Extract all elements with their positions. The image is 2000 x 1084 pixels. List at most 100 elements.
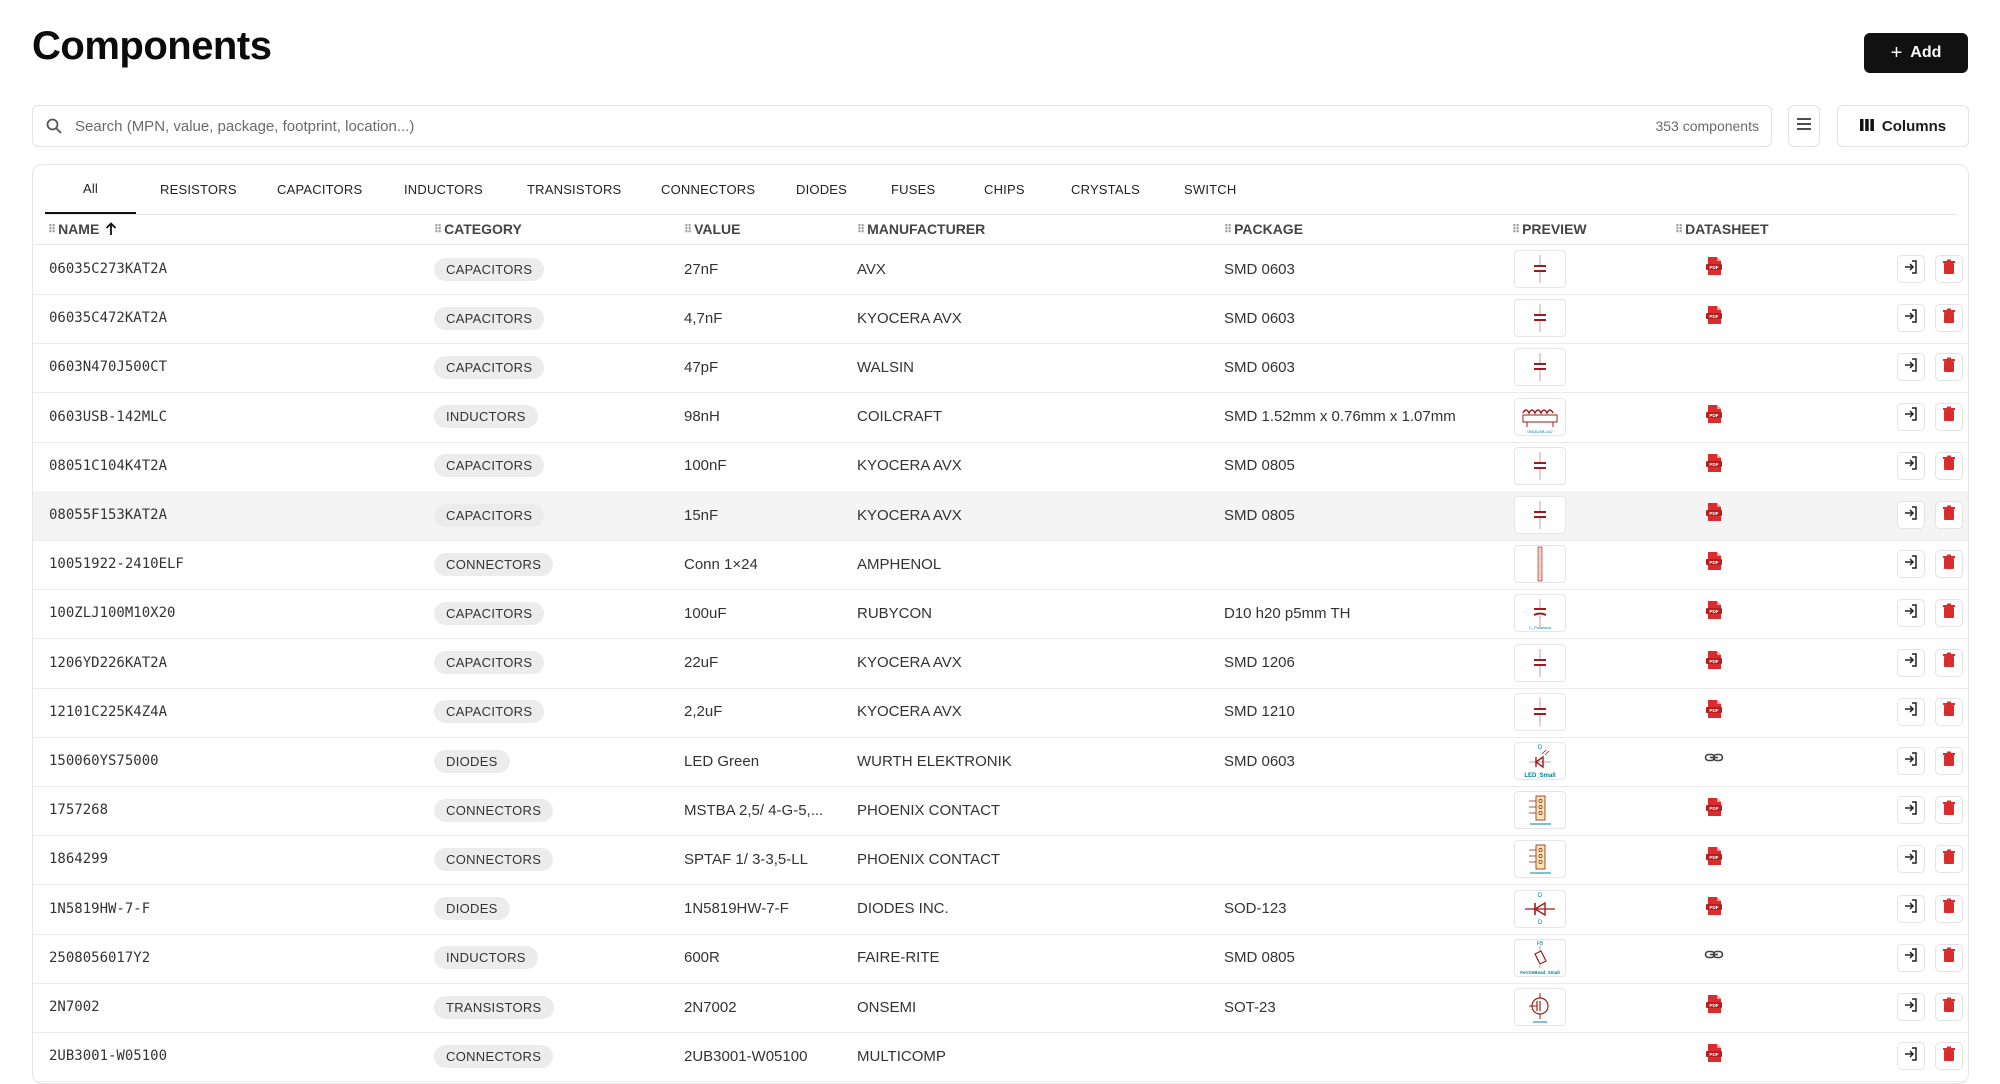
table-row[interactable]: 12101C225K4Z4A CAPACITORS 2,2uF KYOCERA AVX… [33, 688, 1968, 738]
schematic-preview-connector-strip[interactable] [1514, 545, 1566, 584]
table-row[interactable]: 2UB3001-W05100 CONNECTORS 2UB3001-W05100 MU… [33, 1032, 1968, 1083]
open-button[interactable] [1897, 943, 1925, 972]
table-row[interactable]: 1206YD226KAT2A CAPACITORS 22uF KYOCERA AVX S… [33, 639, 1968, 689]
open-button[interactable] [1897, 353, 1925, 382]
open-button[interactable] [1897, 993, 1925, 1021]
delete-button[interactable] [1935, 697, 1963, 726]
delete-button[interactable] [1935, 599, 1963, 628]
tab-inductors[interactable]: INDUCTORS [404, 165, 483, 214]
table-row[interactable]: 0603N470J500CT CAPACITORS 47pF WALSIN SMD 06… [33, 343, 1968, 394]
schematic-preview-inductor[interactable]: 0603USB-142 [1514, 397, 1566, 436]
pdf-icon[interactable]: PDF [1705, 797, 1725, 817]
pdf-icon[interactable]: PDF [1705, 305, 1725, 325]
schematic-preview-led[interactable]: D LED_Small [1514, 742, 1566, 780]
tab-transistors[interactable]: TRANSISTORS [527, 165, 621, 214]
open-button[interactable] [1897, 402, 1925, 431]
tab-resistors[interactable]: RESISTORS [160, 165, 237, 214]
delete-button[interactable] [1935, 943, 1963, 972]
delete-button[interactable] [1935, 747, 1963, 775]
schematic-preview-capacitor[interactable] [1514, 446, 1566, 485]
tab-all[interactable]: All [45, 165, 136, 214]
drag-handle-icon[interactable]: ⠿ [1512, 223, 1520, 236]
schematic-preview-terminal[interactable] [1514, 840, 1566, 879]
column-header-value[interactable]: ⠿ VALUE [684, 214, 740, 244]
tab-fuses[interactable]: FUSES [891, 165, 935, 214]
table-row[interactable]: 150060YS75000 DIODES LED Green WURTH ELEKTR… [33, 737, 1968, 787]
column-header-manufacturer[interactable]: ⠿ MANUFACTURER [857, 214, 985, 244]
column-header-category[interactable]: ⠿ CATEGORY [434, 214, 522, 244]
delete-button[interactable] [1935, 894, 1963, 923]
column-header-package[interactable]: ⠿ PACKAGE [1224, 214, 1303, 244]
columns-button[interactable]: Columns [1837, 105, 1969, 147]
schematic-preview-ferrite[interactable]: FB FerriteBead_Small [1514, 938, 1566, 977]
open-button[interactable] [1897, 255, 1925, 283]
tab-capacitors[interactable]: CAPACITORS [277, 165, 362, 214]
table-row[interactable]: 06035C472KAT2A CAPACITORS 4,7nF KYOCERA AVX… [33, 294, 1968, 345]
tab-diodes[interactable]: DIODES [796, 165, 847, 214]
open-button[interactable] [1897, 894, 1925, 923]
pdf-icon[interactable]: PDF [1705, 650, 1725, 670]
search-bar[interactable]: Search (MPN, value, package, footprint, … [32, 105, 1772, 147]
table-row[interactable]: 0603USB-142MLC INDUCTORS 98nH COILCRAFT SMD … [33, 393, 1968, 443]
open-button[interactable] [1897, 550, 1925, 579]
pdf-icon[interactable]: PDF [1705, 994, 1725, 1014]
delete-button[interactable] [1935, 845, 1963, 874]
delete-button[interactable] [1935, 993, 1963, 1021]
pdf-icon[interactable]: PDF [1705, 404, 1725, 424]
table-row[interactable]: 08051C104K4T2A CAPACITORS 100nF KYOCERA AVX… [33, 442, 1968, 492]
delete-button[interactable] [1935, 648, 1963, 677]
pdf-icon[interactable]: PDF [1705, 1043, 1725, 1063]
schematic-preview-terminal[interactable] [1514, 791, 1566, 830]
drag-handle-icon[interactable]: ⠿ [48, 223, 56, 236]
schematic-preview-capacitor[interactable] [1514, 250, 1566, 288]
pdf-icon[interactable]: PDF [1705, 600, 1725, 620]
menu-button[interactable] [1788, 105, 1820, 147]
open-button[interactable] [1897, 796, 1925, 825]
pdf-icon[interactable]: PDF [1705, 453, 1725, 473]
schematic-preview-mosfet[interactable] [1514, 988, 1566, 1026]
table-row[interactable]: 1864299 CONNECTORS SPTAF 1/ 3-3,5-LL PHOENI… [33, 835, 1968, 886]
open-button[interactable] [1897, 697, 1925, 726]
table-row[interactable]: 10051922-2410ELF CONNECTORS Conn 1×24 AMPHE… [33, 540, 1968, 591]
table-row[interactable]: 2508056017Y2 INDUCTORS 600R FAIRE-RITE SMD 0… [33, 934, 1968, 984]
column-header-name[interactable]: ⠿ NAME [48, 214, 117, 244]
delete-button[interactable] [1935, 796, 1963, 825]
add-button[interactable]: + Add [1864, 33, 1968, 73]
open-button[interactable] [1897, 501, 1925, 529]
delete-button[interactable] [1935, 451, 1963, 480]
open-button[interactable] [1897, 1042, 1925, 1071]
table-row[interactable]: 08055F153KAT2A CAPACITORS 15nF KYOCERA AVX S… [33, 491, 1968, 541]
pdf-icon[interactable]: PDF [1705, 502, 1725, 522]
open-button[interactable] [1897, 747, 1925, 775]
link-icon[interactable] [1704, 748, 1724, 768]
open-button[interactable] [1897, 304, 1925, 333]
table-row[interactable]: 06035C273KAT2A CAPACITORS 27nF AVX SMD 0603 P… [33, 245, 1968, 295]
open-button[interactable] [1897, 648, 1925, 677]
open-button[interactable] [1897, 451, 1925, 480]
open-button[interactable] [1897, 599, 1925, 628]
table-row[interactable]: 2N7002 TRANSISTORS 2N7002 ONSEMI SOT-23 PDF [33, 983, 1968, 1033]
schematic-preview-capacitor-polarized[interactable]: C_Polarized [1514, 594, 1566, 633]
column-header-preview[interactable]: ⠿ PREVIEW [1512, 214, 1587, 244]
drag-handle-icon[interactable]: ⠿ [434, 223, 442, 236]
schematic-preview-capacitor[interactable] [1514, 692, 1566, 731]
pdf-icon[interactable]: PDF [1705, 699, 1725, 719]
link-icon[interactable] [1704, 945, 1724, 965]
tab-connectors[interactable]: CONNECTORS [661, 165, 755, 214]
drag-handle-icon[interactable]: ⠿ [1224, 223, 1232, 236]
delete-button[interactable] [1935, 402, 1963, 431]
pdf-icon[interactable]: PDF [1705, 256, 1725, 276]
tab-chips[interactable]: CHIPS [984, 165, 1025, 214]
open-button[interactable] [1897, 845, 1925, 874]
pdf-icon[interactable]: PDF [1705, 896, 1725, 916]
delete-button[interactable] [1935, 304, 1963, 333]
column-header-datasheet[interactable]: ⠿ DATASHEET [1675, 214, 1769, 244]
schematic-preview-capacitor[interactable] [1514, 643, 1566, 682]
schematic-preview-capacitor[interactable] [1514, 496, 1566, 534]
schematic-preview-capacitor[interactable] [1514, 299, 1566, 338]
search-input[interactable]: Search (MPN, value, package, footprint, … [75, 117, 415, 135]
pdf-icon[interactable]: PDF [1705, 551, 1725, 571]
table-row[interactable]: 100ZLJ100M10X20 CAPACITORS 100uF RUBYCON D10… [33, 589, 1968, 640]
tab-switch[interactable]: SWITCH [1184, 165, 1236, 214]
delete-button[interactable] [1935, 255, 1963, 283]
